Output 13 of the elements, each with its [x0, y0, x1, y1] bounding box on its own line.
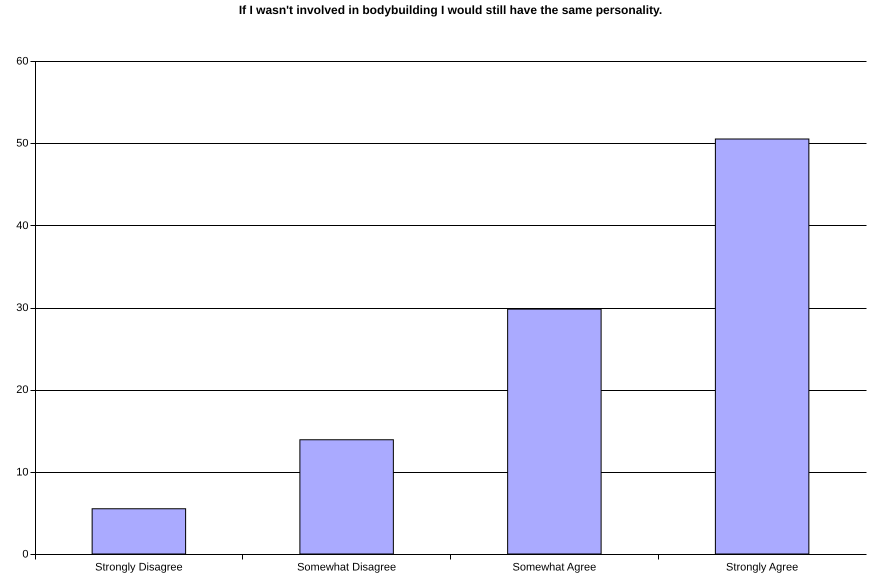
y-tick-label: 40: [16, 220, 28, 232]
chart-title: If I wasn't involved in bodybuilding I would still have the same personality.: [238, 3, 662, 17]
y-tick-label: 20: [16, 384, 28, 396]
y-tick-label: 10: [16, 466, 28, 478]
x-tick-label: Strongly Disagree: [95, 562, 183, 574]
y-tick-label: 60: [16, 56, 28, 68]
x-tick-label: Somewhat Disagree: [297, 562, 396, 574]
bar: [92, 508, 186, 554]
y-tick-label: 50: [16, 138, 28, 150]
y-tick-label: 30: [16, 302, 28, 314]
y-tick-label: 0: [22, 548, 28, 560]
x-tick-label: Somewhat Agree: [512, 562, 596, 574]
x-tick-label: Strongly Agree: [726, 562, 798, 574]
